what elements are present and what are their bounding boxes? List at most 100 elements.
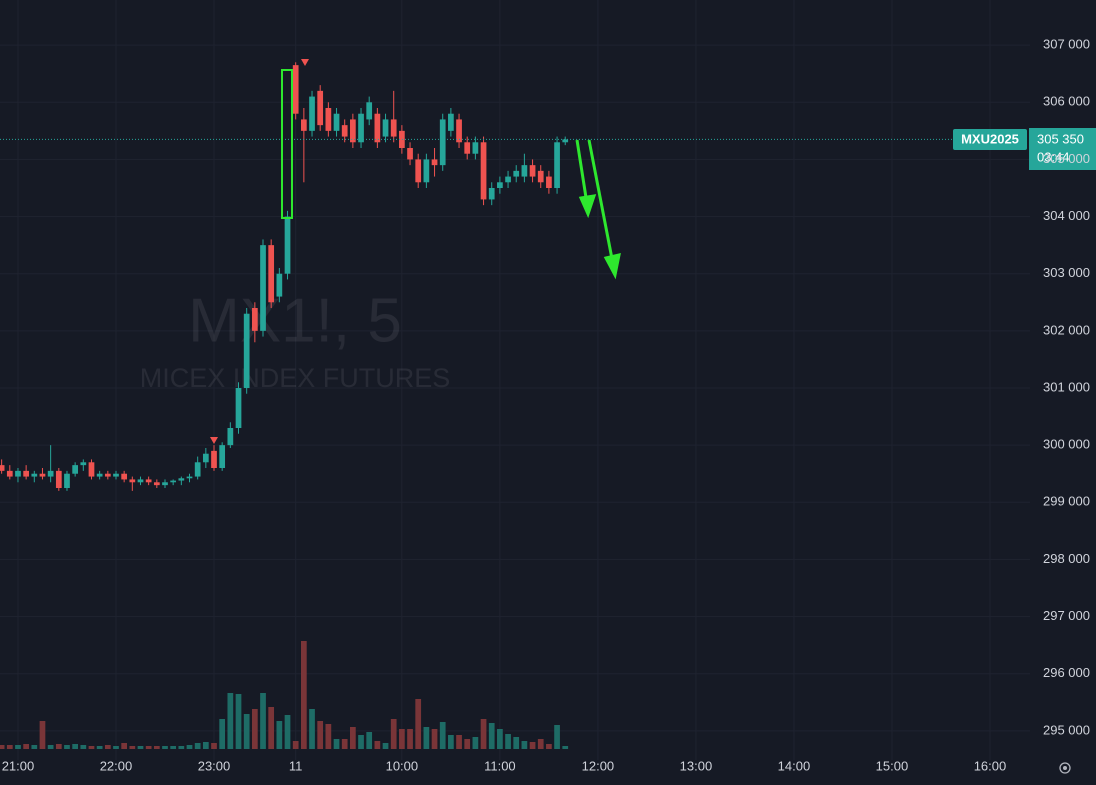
last-price-label: 305 350 (1037, 131, 1084, 146)
x-tick-label: 11:00 (484, 758, 516, 773)
volume-bar (113, 746, 119, 749)
volume-bar (80, 745, 87, 749)
volume-bar (366, 732, 373, 749)
x-tick-label: 13:00 (680, 758, 713, 773)
volume-bar (96, 746, 103, 749)
volume-bar (72, 744, 79, 749)
candle-body (276, 273, 283, 297)
volume-bar (513, 737, 520, 749)
candle-body (145, 479, 152, 483)
volume-pane (0, 641, 569, 749)
y-tick-label: 299 000 (1043, 494, 1090, 509)
candle-body (88, 462, 95, 477)
candle-body (505, 176, 511, 183)
candle-body (292, 65, 299, 114)
volume-bar (137, 746, 144, 749)
candle-body (96, 473, 103, 477)
arrow (587, 139, 615, 265)
candle-body (80, 462, 87, 466)
volume-bar (64, 745, 70, 749)
candle-body (219, 445, 226, 468)
x-tick-label: 12:00 (582, 758, 615, 773)
volume-bar (284, 715, 291, 749)
watermark-title: MX1!, 5 (188, 286, 402, 355)
candle-body (243, 313, 250, 388)
volume-bar (145, 746, 152, 749)
candle-body (382, 119, 389, 137)
candle-body (202, 453, 209, 463)
volume-bar (382, 743, 389, 749)
candle-body (350, 119, 356, 143)
volume-bar (219, 719, 226, 749)
candle-body (47, 470, 54, 477)
candle-body (72, 465, 79, 474)
candle-body (537, 170, 544, 183)
candle-body (439, 119, 446, 166)
candle-body (235, 388, 242, 428)
volume-bar (39, 721, 46, 749)
candle-body (390, 119, 397, 137)
y-tick-label: 300 000 (1043, 437, 1090, 452)
candle-body (170, 480, 177, 483)
volume-bar (292, 741, 299, 749)
candle-body (521, 165, 528, 177)
candle-body (423, 159, 430, 183)
candle-body (472, 142, 479, 154)
candle-body (268, 245, 275, 303)
highlight-box (281, 69, 293, 219)
volume-bar (268, 707, 275, 749)
settings-icon[interactable] (1059, 762, 1071, 774)
watermark-subtitle: MICEX INDEX FUTURES (140, 363, 451, 393)
marker (301, 59, 309, 66)
candle-body (227, 428, 234, 446)
marker (210, 437, 218, 444)
volume-bar (456, 735, 462, 749)
x-tick-label: 16:00 (974, 758, 1007, 773)
volume-bar (153, 746, 160, 749)
settings-icon-dot (1063, 766, 1067, 770)
volume-bar (497, 729, 503, 749)
countdown: 03:44 (1037, 149, 1070, 164)
candle-body (121, 473, 128, 480)
arrow (575, 139, 589, 205)
candle-body (341, 125, 348, 137)
candle-body (284, 216, 291, 274)
volume-bar (194, 743, 201, 749)
volume-bar (562, 746, 569, 749)
y-tick-label: 302 000 (1043, 322, 1090, 337)
volume-bar (374, 741, 381, 749)
arrows (575, 139, 621, 280)
volume-bar (88, 746, 95, 749)
candle-body (55, 470, 62, 488)
x-tick-label: 10:00 (386, 758, 419, 773)
volume-bar (6, 745, 13, 749)
volume-bar (0, 745, 5, 749)
y-tick-label: 304 000 (1043, 208, 1090, 223)
volume-bar (31, 745, 38, 749)
volume-bar (358, 735, 364, 749)
volume-bar (325, 724, 332, 749)
volume-bar (202, 742, 209, 749)
candle-body (374, 113, 381, 143)
y-tick-label: 307 000 (1043, 37, 1090, 52)
volume-bar (260, 693, 266, 749)
volume-bar (488, 723, 495, 749)
volume-bar (546, 744, 552, 749)
volume-bar (350, 727, 356, 749)
candle-body (497, 182, 503, 188)
volume-bar (521, 741, 528, 749)
volume-bar (178, 746, 185, 749)
candle-body (407, 148, 413, 160)
y-tick-label: 306 000 (1043, 94, 1090, 109)
candle-body (366, 102, 373, 120)
candle-body (186, 476, 193, 479)
candle-body (309, 96, 315, 131)
symbol: MXU2025 (961, 131, 1019, 146)
candle-body (456, 119, 462, 143)
candle-body (113, 473, 119, 477)
candle-body (333, 113, 340, 131)
candle-body (399, 130, 405, 148)
